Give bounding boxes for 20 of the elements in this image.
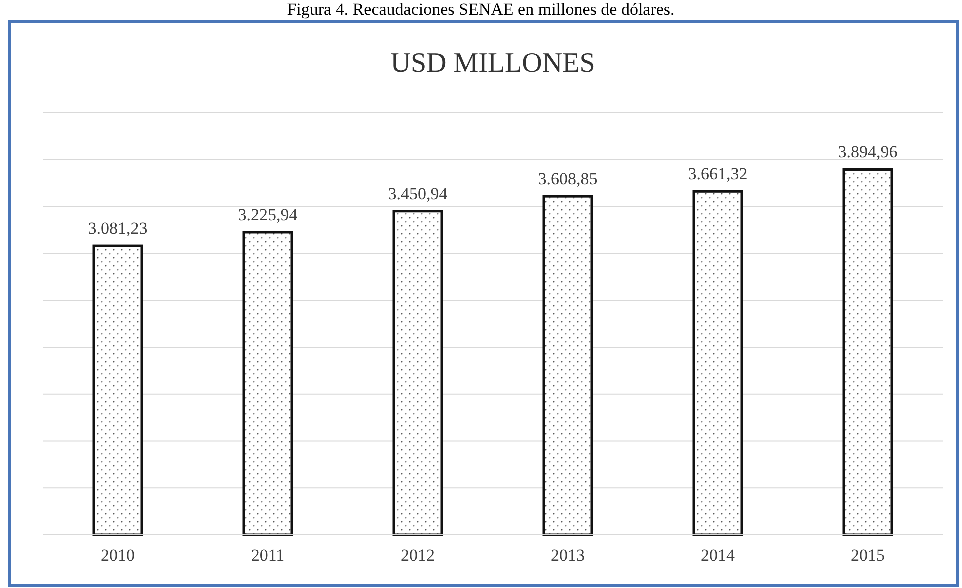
bar [242, 231, 294, 536]
x-tick-label: 2011 [251, 546, 285, 566]
x-tick-label: 2015 [851, 546, 885, 566]
data-label: 3.894,96 [838, 142, 898, 162]
bar [92, 244, 144, 536]
bar [692, 190, 744, 536]
data-label: 3.081,23 [88, 219, 148, 238]
x-tick-label: 2014 [701, 546, 736, 566]
x-tick-label: 2010 [101, 546, 135, 566]
bar [392, 210, 444, 536]
data-label: 3.450,94 [388, 184, 448, 204]
data-label: 3.225,94 [238, 205, 298, 224]
x-tick-label: 2013 [551, 546, 585, 566]
text: Figura 4. Recaudaciones SENAE en millones de dólares. [287, 0, 675, 19]
x-tick-label: 2012 [401, 546, 435, 566]
bar [842, 168, 894, 536]
data-label: 3.608,85 [538, 170, 598, 189]
bar [542, 195, 594, 536]
data-label: 3.661,32 [688, 164, 748, 184]
chart-title: USD MILLONES [390, 48, 596, 79]
